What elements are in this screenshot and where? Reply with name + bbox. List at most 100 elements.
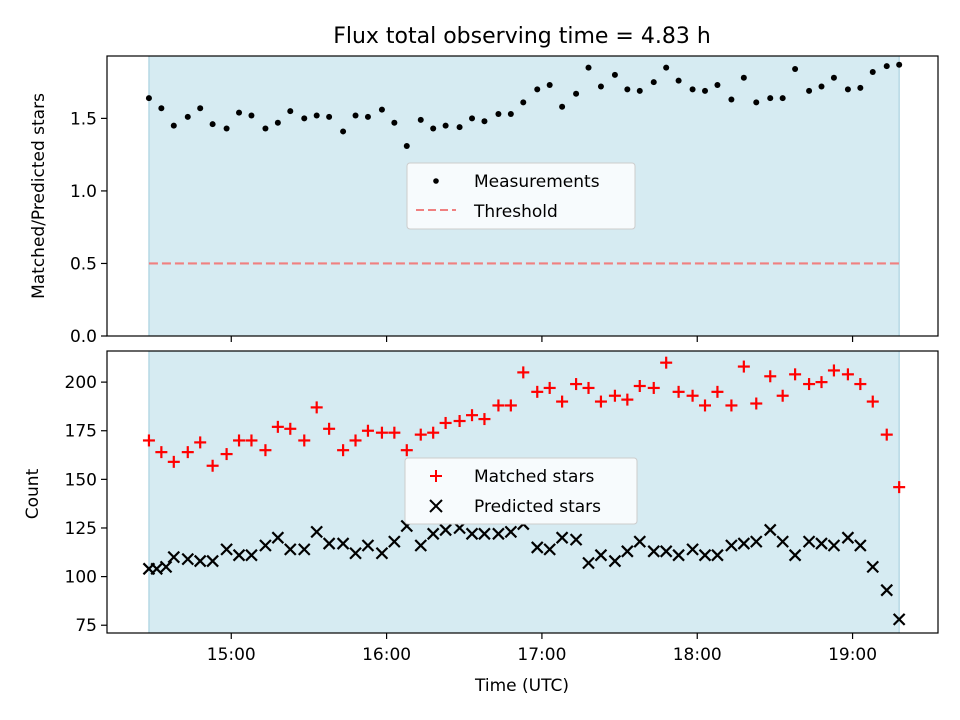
- predicted-star-point: [220, 543, 233, 556]
- matched-star-point: [504, 399, 517, 412]
- predicted-star-point: [892, 613, 906, 626]
- predicted-star-point: [543, 543, 556, 556]
- predicted-x-b: [310, 525, 323, 539]
- measurement-point: [585, 64, 592, 71]
- predicted-star-point: [698, 548, 712, 562]
- top-y-tick-label: 1.0: [70, 182, 97, 202]
- predicted-x-b: [815, 537, 828, 550]
- measurement-point: [611, 71, 618, 78]
- measurement-point: [663, 64, 670, 71]
- measurement-point: [209, 121, 216, 128]
- measurement-point: [364, 113, 371, 120]
- matched-star-point: [284, 422, 297, 435]
- predicted-star-point: [259, 539, 272, 552]
- predicted-x-b: [159, 560, 173, 574]
- matched-star-point: [711, 385, 724, 398]
- top-legend: Measurements Threshold: [406, 162, 636, 230]
- predicted-star-point: [504, 525, 518, 539]
- measurement-point: [481, 118, 488, 125]
- measurement-point: [326, 113, 333, 120]
- predicted-x-b: [388, 535, 401, 548]
- matched-star-point: [686, 389, 699, 402]
- predicted-star-point: [232, 548, 246, 562]
- measurement-point: [313, 112, 320, 119]
- matched-star-point: [310, 401, 323, 414]
- predicted-star-point: [439, 523, 452, 537]
- legend-predicted-label: Predicted stars: [474, 497, 601, 517]
- predicted-star-point: [310, 525, 323, 539]
- x-tick-label: 15:00: [207, 645, 256, 665]
- predicted-star-point: [193, 554, 207, 568]
- predicted-star-point: [802, 535, 816, 548]
- top-y-axis-ticks: 0.0 0.5 1.0 1.5: [70, 109, 107, 347]
- matched-star-point: [893, 481, 906, 494]
- measurement-point: [753, 99, 760, 106]
- matched-star-point: [841, 368, 854, 381]
- matched-star-point: [414, 428, 427, 441]
- matched-star-point: [155, 446, 168, 459]
- matched-star-point: [608, 389, 621, 402]
- matched-star-point: [220, 448, 233, 461]
- predicted-star-point: [815, 537, 828, 550]
- predicted-star-point: [349, 546, 362, 560]
- predicted-star-point: [880, 583, 894, 597]
- matched-star-point: [621, 393, 634, 406]
- predicted-x-b: [608, 554, 622, 568]
- predicted-star-point: [749, 535, 763, 548]
- matched-star-point: [854, 378, 867, 391]
- top-plot-frame: [106, 55, 939, 337]
- bottom-y-tick-label: 100: [65, 568, 97, 588]
- top-x-axis-ticks: [230, 336, 854, 342]
- predicted-x-b: [841, 531, 855, 544]
- matched-star-point: [660, 356, 673, 369]
- predicted-star-point: [854, 539, 867, 552]
- matched-star-point: [167, 455, 180, 468]
- measurement-point: [469, 115, 476, 122]
- predicted-star-point: [181, 552, 195, 566]
- matched-star-point: [633, 380, 646, 393]
- predicted-x-b: [737, 537, 751, 550]
- top-legend-box: [406, 162, 636, 230]
- measurement-point: [792, 66, 799, 73]
- predicted-x-b: [284, 543, 297, 556]
- predicted-star-point: [167, 550, 181, 564]
- predicted-x-b: [297, 543, 311, 556]
- predicted-x-b: [892, 613, 906, 626]
- predicted-x-b: [749, 535, 763, 548]
- measurement-point: [145, 95, 152, 102]
- measurement-point: [689, 86, 696, 93]
- matched-star-point: [543, 381, 556, 394]
- measurement-point: [573, 90, 580, 97]
- matched-star-point: [361, 424, 374, 437]
- predicted-x-b: [426, 527, 440, 541]
- measurement-point: [248, 112, 255, 119]
- predicted-x-b: [336, 537, 350, 550]
- matched-star-point: [233, 434, 246, 447]
- predicted-star-point: [659, 545, 673, 558]
- predicted-star-point: [737, 537, 751, 550]
- predicted-x-b: [220, 543, 233, 556]
- predicted-x-b: [594, 548, 608, 562]
- predicted-x-b: [763, 523, 777, 537]
- matched-star-point: [737, 360, 750, 373]
- matched-star-point: [271, 420, 284, 433]
- top-y-tick-label: 1.5: [70, 109, 97, 129]
- measurement-point: [417, 116, 424, 123]
- measurement-point: [702, 87, 709, 94]
- predicted-star-point: [866, 560, 880, 574]
- predicted-star-point: [763, 523, 777, 537]
- matched-star-point: [815, 376, 828, 389]
- chart-title: Flux total observing time = 4.83 h: [333, 24, 711, 49]
- predicted-star-point: [375, 546, 389, 560]
- predicted-x-b: [150, 562, 163, 576]
- bottom-y-axis-label: Count: [23, 468, 43, 519]
- measurement-point: [403, 142, 410, 149]
- predicted-star-point: [322, 537, 336, 550]
- predicted-x-b: [866, 560, 880, 574]
- predicted-x-b: [414, 539, 428, 552]
- matched-star-point: [427, 426, 440, 439]
- predicted-star-point: [647, 545, 661, 558]
- predicted-x-b: [478, 527, 491, 541]
- predicted-star-point: [388, 535, 401, 548]
- predicted-star-point: [569, 533, 583, 546]
